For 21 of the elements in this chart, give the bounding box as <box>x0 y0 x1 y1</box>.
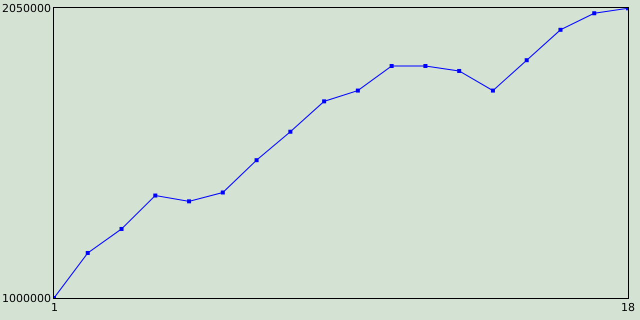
point <box>592 11 596 16</box>
point <box>288 130 292 134</box>
point <box>120 226 124 231</box>
point <box>356 88 360 93</box>
point <box>490 88 495 93</box>
point <box>220 190 225 194</box>
point <box>423 64 428 68</box>
y-tick-label: 2050000 <box>2 2 51 15</box>
point <box>524 58 529 62</box>
point <box>457 68 462 73</box>
x-tick-label: 18 <box>621 301 635 314</box>
point <box>86 250 90 255</box>
point <box>390 64 394 68</box>
point <box>187 199 192 204</box>
point <box>322 99 326 104</box>
point <box>254 158 259 162</box>
point <box>153 194 158 198</box>
line-series <box>54 8 628 298</box>
y-tick-label: 1000000 <box>2 292 51 305</box>
point <box>558 28 562 32</box>
x-tick-label: 1 <box>51 301 58 314</box>
